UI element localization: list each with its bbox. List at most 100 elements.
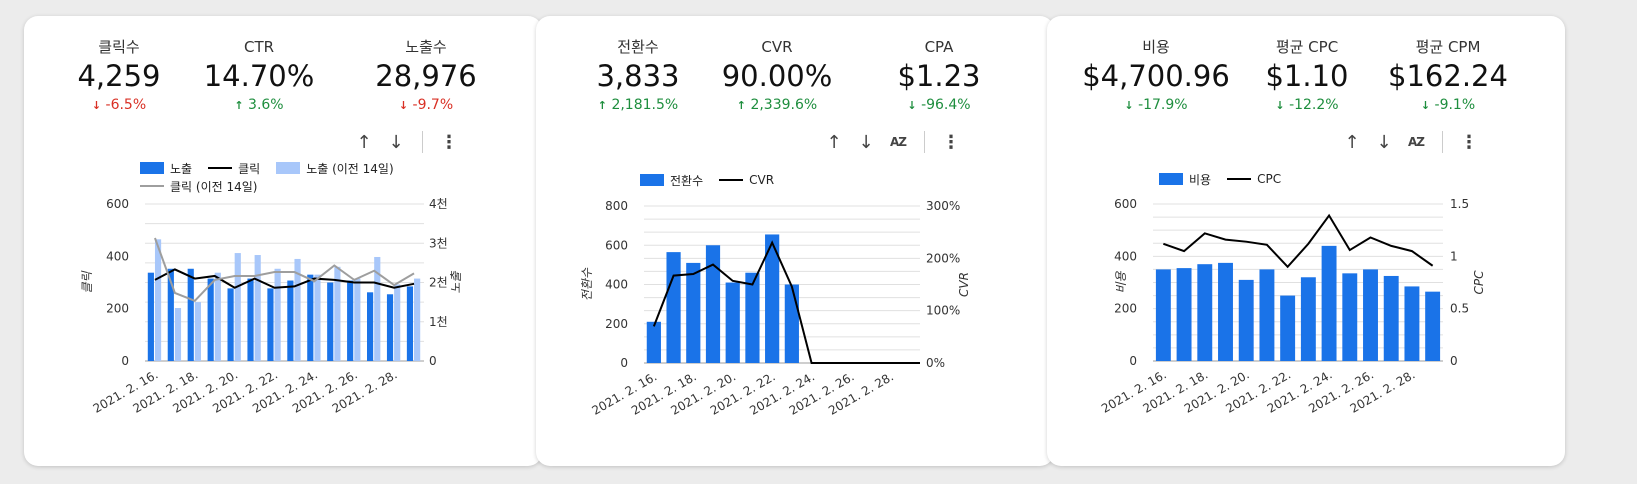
more-options-icon[interactable]: ⋮ xyxy=(440,131,458,153)
bar xyxy=(1363,269,1378,361)
legend-item[interactable]: 클릭 xyxy=(208,159,260,177)
bar xyxy=(247,278,254,361)
legend-item[interactable]: 전환수 xyxy=(640,171,703,189)
kpi-cost[interactable]: 비용 $4,700.96 ↓ -17.9% xyxy=(1061,38,1251,115)
sort-alphabetical-icon[interactable]: AZ xyxy=(1408,135,1425,149)
kpi-avg-cpc[interactable]: 평균 CPC $1.10 ↓ -12.2% xyxy=(1212,38,1402,115)
bar xyxy=(1300,277,1316,361)
bar xyxy=(194,302,201,361)
y-tick-label: 400 xyxy=(1114,249,1137,263)
more-options-icon[interactable]: ⋮ xyxy=(942,131,960,153)
kpi-value: 28,976 xyxy=(375,59,477,93)
y2-tick-label: 1.5 xyxy=(1450,197,1469,211)
chart-toolbar: ↑ ↓ AZ ⋮ xyxy=(1336,128,1485,156)
kpi-cvr[interactable]: CVR 90.00% ↑ 2,339.6% xyxy=(682,38,872,115)
y-axis-title: 클릭 xyxy=(80,271,94,294)
sort-ascending-icon[interactable]: ↑ xyxy=(356,131,372,153)
kpi-delta: ↑ 2,339.6% xyxy=(736,97,818,113)
legend-item[interactable]: 노출 xyxy=(140,159,192,177)
bar xyxy=(227,288,234,361)
y2-tick-label: 0 xyxy=(429,354,437,368)
sort-alphabetical-icon[interactable]: AZ xyxy=(890,135,907,149)
bar xyxy=(386,294,394,361)
sort-descending-icon[interactable]: ↓ xyxy=(1376,131,1392,153)
bar xyxy=(254,255,261,361)
kpi-value: $162.24 xyxy=(1388,59,1508,93)
bar xyxy=(267,288,274,361)
legend-item[interactable]: 비용 xyxy=(1159,170,1211,188)
kpi-label: 노출수 xyxy=(405,38,447,56)
bar xyxy=(725,282,740,363)
kpi-impressions[interactable]: 노출수 28,976 ↓ -9.7% xyxy=(331,38,521,115)
y-tick-label: 800 xyxy=(605,199,628,213)
y2-tick-label: 3천 xyxy=(429,235,448,250)
legend-item[interactable]: CVR xyxy=(719,171,774,189)
toolbar-divider xyxy=(924,131,925,153)
sort-descending-icon[interactable]: ↓ xyxy=(858,131,874,153)
bar xyxy=(1218,262,1233,361)
legend-item[interactable]: CPC xyxy=(1227,170,1281,188)
bar xyxy=(1280,295,1296,361)
bar xyxy=(1197,264,1213,361)
y2-tick-label: 1천 xyxy=(429,314,448,329)
kpi-value: 3,833 xyxy=(596,59,680,93)
legend-item[interactable]: 클릭 (이전 14일) xyxy=(140,177,257,195)
kpi-delta: ↑ 2,181.5% xyxy=(597,97,679,113)
kpi-conversions[interactable]: 전환수 3,833 ↑ 2,181.5% xyxy=(543,38,733,115)
kpi-value: 14.70% xyxy=(203,59,315,93)
kpi-cpa[interactable]: CPA $1.23 ↓ -96.4% xyxy=(844,38,1034,115)
chart-legend: 비용 CPC xyxy=(1159,170,1459,188)
y-tick-label: 0 xyxy=(121,354,129,368)
kpi-ctr[interactable]: CTR 14.70% ↑ 3.6% xyxy=(164,38,354,115)
y2-tick-label: 2천 xyxy=(429,275,448,290)
kpi-value: 90.00% xyxy=(721,59,833,93)
kpi-delta: ↓ -12.2% xyxy=(1275,97,1339,113)
bar xyxy=(327,282,334,361)
bar xyxy=(294,258,301,361)
chart-legend: 노출 클릭 노출 (이전 14일) 클릭 (이전 14일) xyxy=(140,159,440,195)
chart-toolbar: ↑ ↓ ⋮ xyxy=(348,128,465,156)
scorecard-cost: 비용 $4,700.96 ↓ -17.9% 평균 CPC $1.10 ↓ -12… xyxy=(1047,16,1565,466)
bar xyxy=(167,268,174,361)
bar xyxy=(1342,273,1358,361)
y2-tick-label: 1 xyxy=(1450,249,1458,263)
bar xyxy=(367,292,374,361)
bar xyxy=(406,286,414,361)
more-options-icon[interactable]: ⋮ xyxy=(1460,131,1478,153)
bar xyxy=(307,274,314,361)
bar xyxy=(147,272,154,361)
bar xyxy=(414,278,421,361)
y-axis-title: 비용 xyxy=(1114,271,1128,294)
y2-axis-title: 노출 xyxy=(449,271,463,294)
sort-ascending-icon[interactable]: ↑ xyxy=(826,131,842,153)
y2-tick-label: 0 xyxy=(1450,354,1458,368)
y2-axis-title: CPC xyxy=(1472,270,1486,295)
bar xyxy=(274,268,281,361)
y-tick-label: 200 xyxy=(605,317,628,331)
bar xyxy=(354,278,361,361)
kpi-label: 클릭수 xyxy=(98,38,140,56)
sort-descending-icon[interactable]: ↓ xyxy=(388,131,404,153)
bar xyxy=(374,256,381,361)
kpi-avg-cpm[interactable]: 평균 CPM $162.24 ↓ -9.1% xyxy=(1353,38,1543,115)
bar xyxy=(1383,275,1399,361)
series-line xyxy=(1163,213,1434,269)
sort-ascending-icon[interactable]: ↑ xyxy=(1344,131,1360,153)
y2-tick-label: 300% xyxy=(926,199,960,213)
kpi-value: $1.10 xyxy=(1265,59,1349,93)
y2-tick-label: 200% xyxy=(926,251,960,265)
bar xyxy=(1425,291,1441,361)
chart-toolbar: ↑ ↓ AZ ⋮ xyxy=(818,128,967,156)
kpi-clicks[interactable]: 클릭수 4,259 ↓ -6.5% xyxy=(24,38,214,115)
arrow-icon: ↓ xyxy=(91,99,102,112)
bar xyxy=(347,280,354,361)
legend-item[interactable]: 노출 (이전 14일) xyxy=(276,159,394,177)
bar xyxy=(334,266,341,361)
y-tick-label: 200 xyxy=(106,302,129,316)
scorecard-clicks: 클릭수 4,259 ↓ -6.5% CTR 14.70% ↑ 3.6% 노출수 … xyxy=(24,16,542,466)
bar xyxy=(394,284,401,361)
arrow-icon: ↓ xyxy=(1275,99,1285,112)
